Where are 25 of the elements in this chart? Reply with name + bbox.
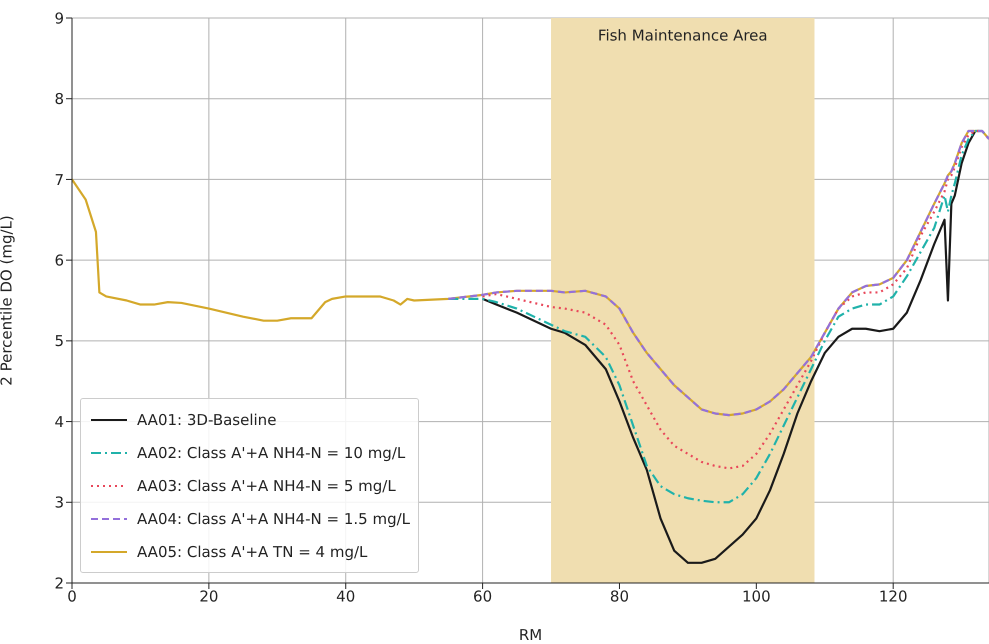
legend-label: AA02: Class A'+A NH4-N = 10 mg/L [137, 444, 406, 462]
y-tick-label: 5 [54, 332, 64, 350]
legend-label: AA01: 3D-Baseline [137, 410, 276, 428]
y-tick-label: 3 [54, 494, 64, 512]
y-tick-label: 2 [54, 574, 64, 592]
y-tick-label: 6 [54, 251, 64, 270]
band-label: Fish Maintenance Area [598, 26, 768, 45]
y-tick-label: 9 [54, 9, 64, 28]
x-tick-label: 20 [199, 588, 218, 606]
y-tick-label: 8 [54, 90, 64, 108]
y-axis-title: 2 Percentile DO (mg/L) [0, 215, 16, 386]
x-tick-label: 0 [67, 588, 77, 606]
line-series [447, 130, 989, 416]
x-axis-title: RM [518, 626, 542, 644]
line-series [481, 130, 976, 564]
legend-label: AA05: Class A'+A TN = 4 mg/L [137, 542, 368, 560]
legend-label: AA03: Class A'+A NH4-N = 5 mg/L [137, 476, 396, 494]
x-tick-label: 80 [610, 588, 630, 606]
x-tick-label: 40 [336, 588, 356, 606]
x-tick-label: 100 [742, 588, 771, 606]
x-tick-label: 120 [878, 588, 908, 606]
x-tick-label: 60 [473, 588, 492, 606]
legend-label: AA04: Class A'+A NH4-N = 1.5 mg/L [137, 510, 410, 528]
y-tick-label: 4 [54, 412, 64, 431]
y-tick-label: 7 [54, 170, 64, 189]
